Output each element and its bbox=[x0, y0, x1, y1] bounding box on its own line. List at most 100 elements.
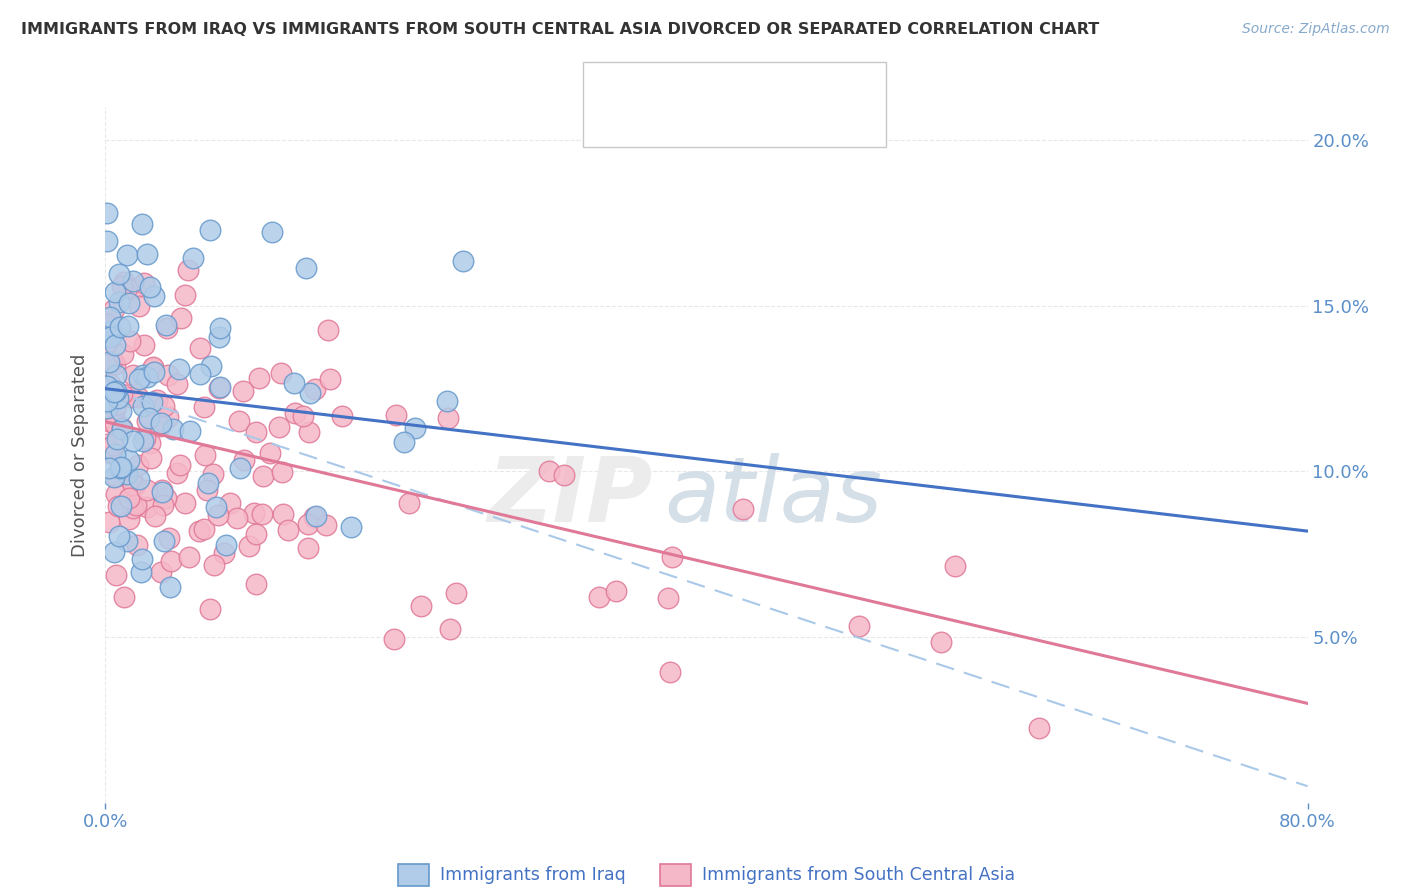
Point bbox=[302, 510, 325, 524]
Point bbox=[134, 338, 156, 352]
Point bbox=[121, 498, 143, 512]
Point bbox=[179, 425, 201, 439]
Point bbox=[131, 552, 153, 566]
Point bbox=[104, 384, 127, 399]
Point bbox=[143, 289, 166, 303]
Point bbox=[225, 511, 247, 525]
Point bbox=[125, 539, 148, 553]
Point bbox=[141, 360, 163, 375]
Point bbox=[245, 576, 267, 591]
Point bbox=[409, 599, 432, 613]
Point bbox=[104, 417, 127, 431]
Point bbox=[444, 586, 467, 600]
Point bbox=[96, 206, 118, 220]
Point bbox=[155, 491, 177, 505]
Point bbox=[150, 565, 173, 579]
Point bbox=[238, 539, 260, 553]
Point bbox=[103, 301, 125, 316]
Point bbox=[451, 253, 474, 268]
Point bbox=[177, 549, 200, 564]
Point bbox=[658, 665, 681, 679]
Point bbox=[98, 310, 121, 324]
Point bbox=[149, 419, 172, 434]
Point bbox=[205, 500, 228, 514]
Point bbox=[118, 452, 141, 467]
Point bbox=[101, 326, 124, 341]
Point bbox=[118, 295, 141, 310]
Point bbox=[181, 251, 204, 265]
Point bbox=[112, 275, 135, 289]
Point bbox=[135, 500, 157, 515]
Point bbox=[100, 330, 122, 344]
Point bbox=[128, 372, 150, 386]
Point bbox=[247, 370, 270, 384]
Point bbox=[104, 399, 127, 413]
Text: Source: ZipAtlas.com: Source: ZipAtlas.com bbox=[1241, 22, 1389, 37]
Point bbox=[120, 390, 142, 404]
Point bbox=[139, 450, 162, 465]
Point bbox=[122, 274, 145, 288]
Point bbox=[404, 421, 426, 435]
Point bbox=[188, 524, 211, 539]
Point bbox=[134, 276, 156, 290]
Point bbox=[207, 508, 229, 522]
Point bbox=[104, 337, 127, 351]
Point bbox=[107, 267, 129, 281]
Point bbox=[103, 385, 125, 400]
Point bbox=[233, 452, 256, 467]
Point bbox=[100, 392, 122, 406]
Point bbox=[319, 372, 342, 386]
Point bbox=[105, 568, 128, 582]
Point bbox=[436, 394, 458, 409]
Point bbox=[195, 483, 218, 498]
Point bbox=[657, 591, 679, 605]
Point bbox=[111, 422, 134, 436]
Point bbox=[111, 278, 134, 293]
Point bbox=[170, 311, 193, 326]
Point bbox=[110, 403, 132, 417]
Point bbox=[115, 533, 138, 548]
Point bbox=[104, 357, 127, 371]
Point bbox=[232, 384, 254, 399]
Point bbox=[661, 549, 683, 564]
Point bbox=[110, 460, 132, 475]
Point bbox=[267, 420, 290, 434]
Point bbox=[100, 415, 122, 429]
Point bbox=[149, 416, 172, 430]
Point bbox=[115, 281, 138, 295]
Point bbox=[169, 458, 191, 472]
Point bbox=[138, 411, 160, 425]
Point bbox=[101, 445, 124, 459]
Point bbox=[129, 566, 152, 580]
Point bbox=[96, 397, 118, 411]
Point bbox=[124, 282, 146, 296]
Point bbox=[318, 323, 340, 337]
Point bbox=[98, 377, 121, 392]
Point bbox=[315, 517, 337, 532]
Point bbox=[177, 262, 200, 277]
Text: atlas: atlas bbox=[665, 452, 883, 541]
Text: R = -0.245  N =  84: R = -0.245 N = 84 bbox=[630, 77, 793, 95]
Point bbox=[105, 432, 128, 446]
Point bbox=[208, 321, 231, 335]
Point bbox=[297, 517, 319, 532]
Point bbox=[153, 399, 176, 413]
Point bbox=[97, 394, 120, 409]
Point bbox=[166, 376, 188, 391]
Point bbox=[107, 499, 129, 513]
Point bbox=[98, 460, 121, 475]
Point bbox=[150, 483, 173, 497]
Y-axis label: Divorced or Separated: Divorced or Separated bbox=[70, 353, 89, 557]
Point bbox=[156, 320, 179, 334]
Point bbox=[159, 580, 181, 594]
Text: IMMIGRANTS FROM IRAQ VS IMMIGRANTS FROM SOUTH CENTRAL ASIA DIVORCED OR SEPARATED: IMMIGRANTS FROM IRAQ VS IMMIGRANTS FROM … bbox=[21, 22, 1099, 37]
Point bbox=[298, 425, 321, 439]
Point bbox=[214, 538, 236, 552]
Point bbox=[141, 395, 163, 409]
Point bbox=[96, 235, 118, 249]
Point bbox=[245, 425, 267, 439]
Point bbox=[245, 527, 267, 541]
Point bbox=[96, 394, 118, 409]
Point bbox=[208, 330, 231, 344]
Point bbox=[135, 414, 157, 428]
